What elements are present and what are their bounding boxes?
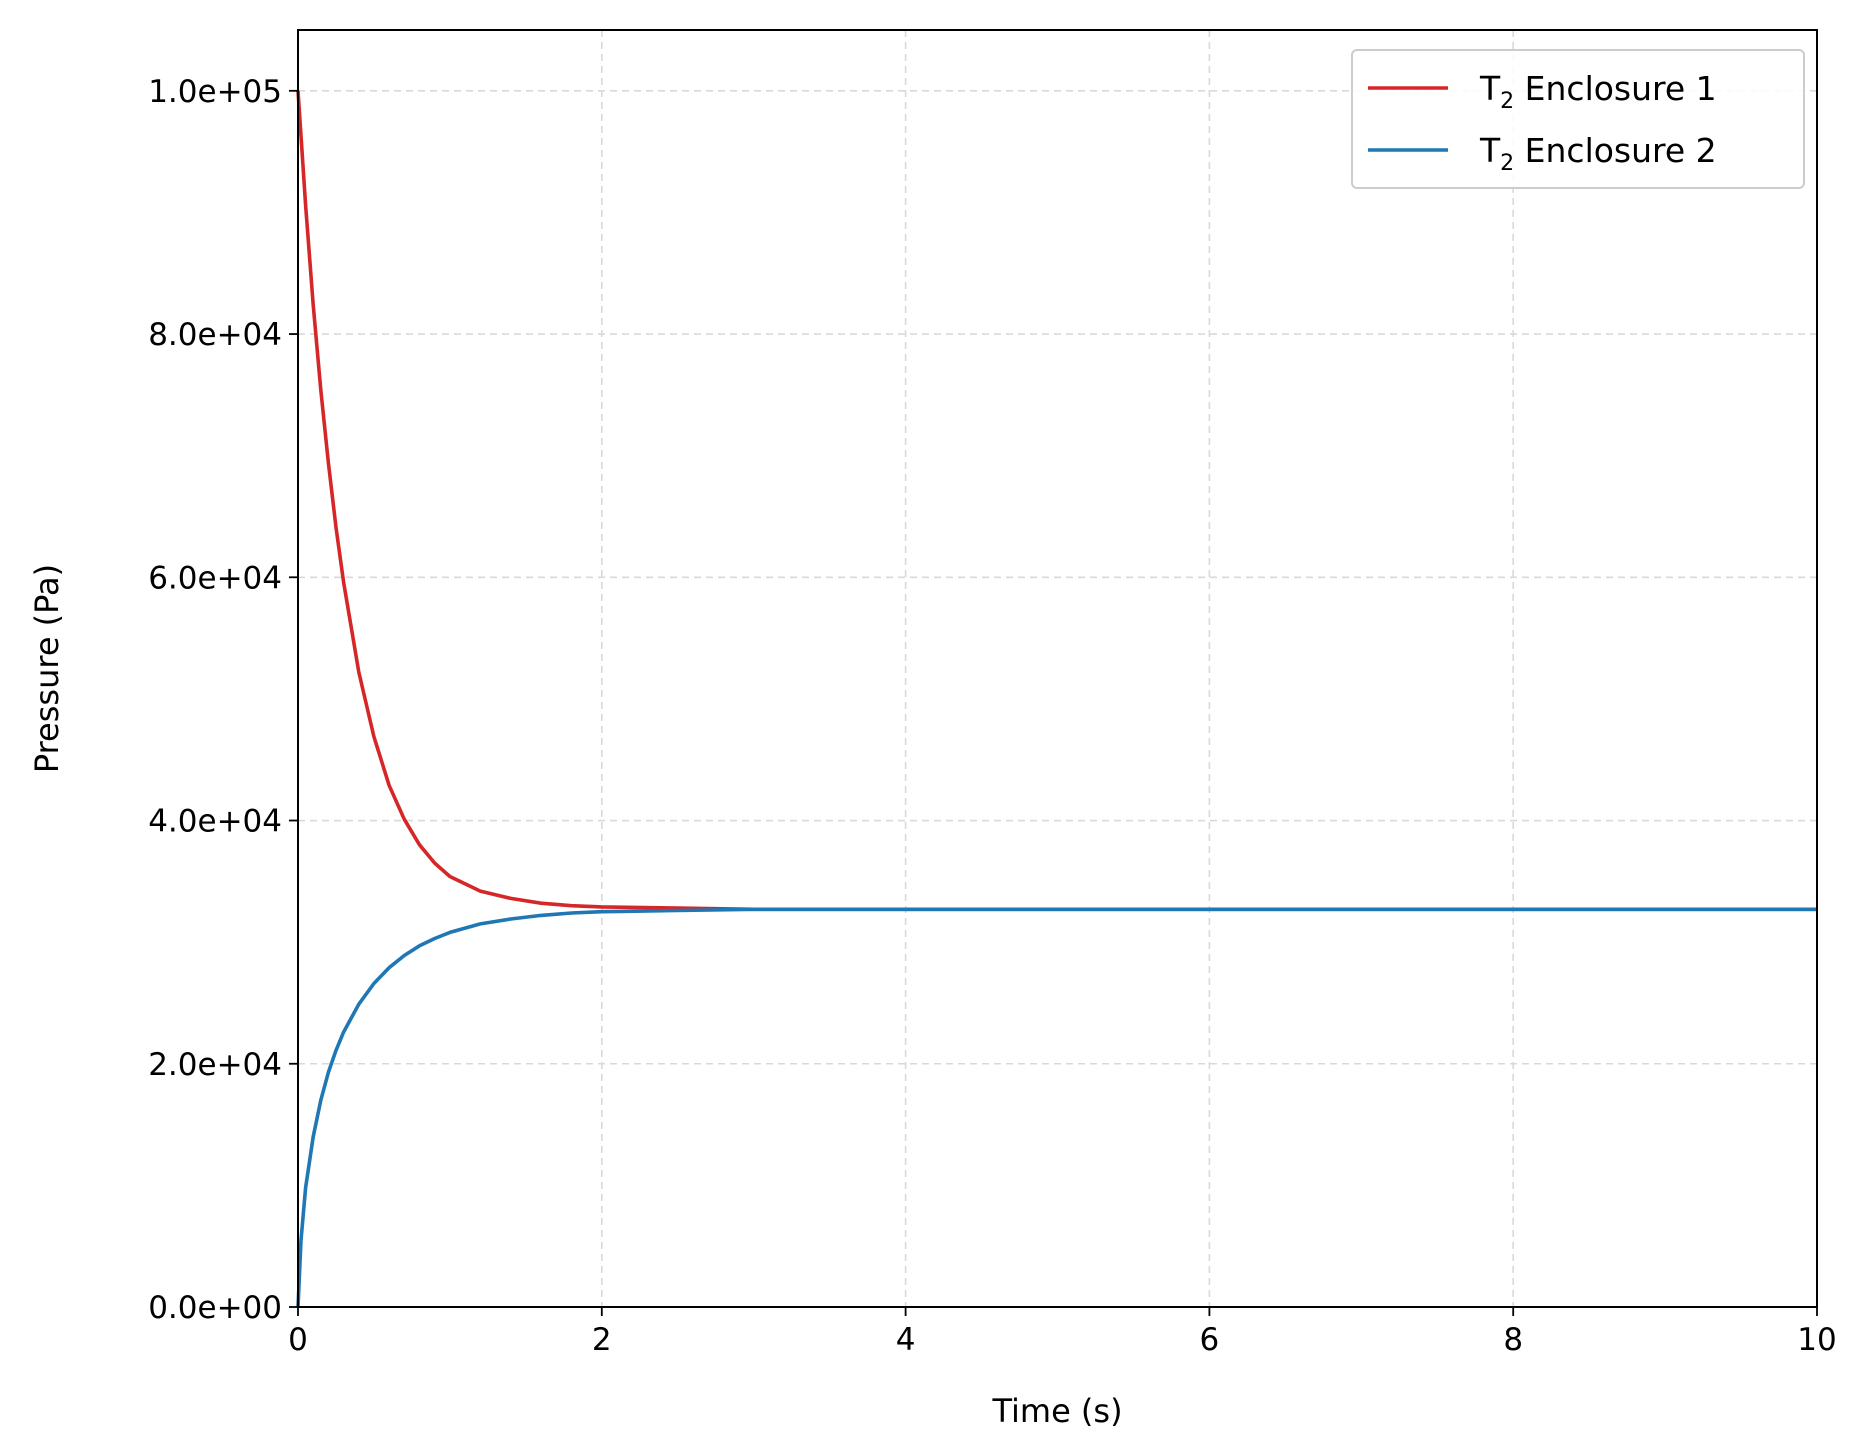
- y-tick-label: 1.0e+05: [148, 74, 282, 110]
- x-tick-label: 0: [288, 1322, 308, 1358]
- series-line-2: [296, 907, 1817, 1308]
- y-tick-label: 6.0e+04: [148, 560, 282, 596]
- x-tick-label: 2: [592, 1322, 612, 1358]
- legend-label-1: T2 Enclosure 1: [1479, 69, 1717, 114]
- x-tick-label: 8: [1503, 1322, 1523, 1358]
- axes-frame: [297, 29, 1818, 1308]
- legend-box: [1351, 49, 1805, 189]
- x-tick-label: 4: [896, 1322, 916, 1358]
- axis-ticks: 0 2 4 6 8 10 0.0e+00 2.0e+04 4.0e+04 6.0e+04 8.0e+…: [148, 74, 1837, 1358]
- x-tick-label: 6: [1200, 1322, 1220, 1358]
- x-axis-title: Time (s): [991, 1392, 1122, 1430]
- y-axis-title: Pressure (Pa): [28, 564, 66, 773]
- legend: T2 Enclosure 1 T2 Enclosure 2: [1351, 49, 1805, 189]
- x-tick-label: 10: [1797, 1322, 1836, 1358]
- y-tick-label: 0.0e+00: [148, 1290, 282, 1326]
- y-tick-label: 8.0e+04: [148, 317, 282, 353]
- legend-label-2: T2 Enclosure 2: [1479, 131, 1717, 176]
- y-tick-label: 4.0e+04: [148, 804, 282, 840]
- y-tick-label: 2.0e+04: [148, 1047, 282, 1083]
- series-lines: [296, 90, 1817, 1308]
